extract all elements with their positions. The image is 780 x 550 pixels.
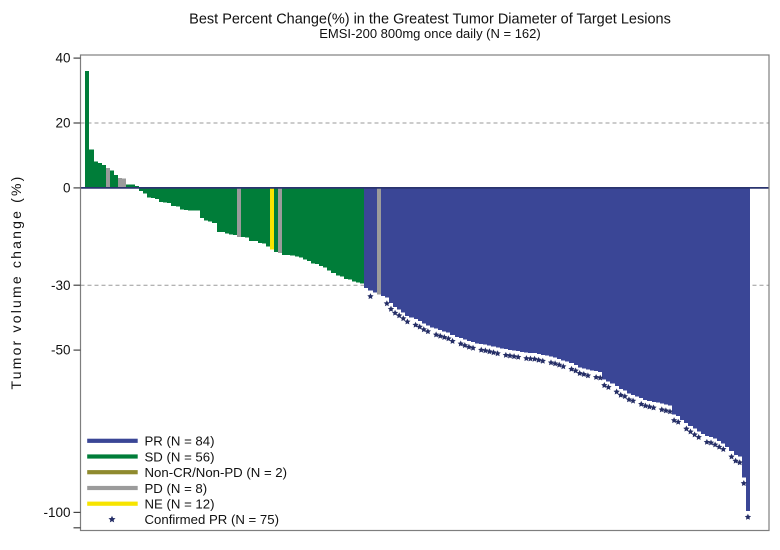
svg-text:0: 0	[63, 180, 71, 195]
svg-text:Non-CR/Non-PD (N = 2): Non-CR/Non-PD (N = 2)	[145, 465, 288, 480]
svg-text:NE (N = 12): NE (N = 12)	[145, 497, 215, 512]
svg-text:PR (N = 84): PR (N = 84)	[145, 434, 215, 449]
svg-text:Confirmed PR (N = 75): Confirmed PR (N = 75)	[145, 512, 279, 527]
svg-text:40: 40	[55, 51, 70, 66]
svg-text:20: 20	[55, 116, 70, 131]
svg-text:-50: -50	[51, 343, 71, 358]
svg-text:-30: -30	[51, 278, 71, 293]
svg-text:PD (N = 8): PD (N = 8)	[145, 481, 208, 496]
svg-text:Best Percent Change(%) in the: Best Percent Change(%) in the Greatest T…	[189, 12, 671, 28]
svg-text:-100: -100	[43, 505, 70, 520]
svg-text:EMSI-200 800mg once daily (N =: EMSI-200 800mg once daily (N = 162)	[319, 26, 540, 41]
svg-text:Tumor volume change (%): Tumor volume change (%)	[8, 174, 24, 389]
svg-text:SD (N = 56): SD (N = 56)	[145, 449, 215, 464]
